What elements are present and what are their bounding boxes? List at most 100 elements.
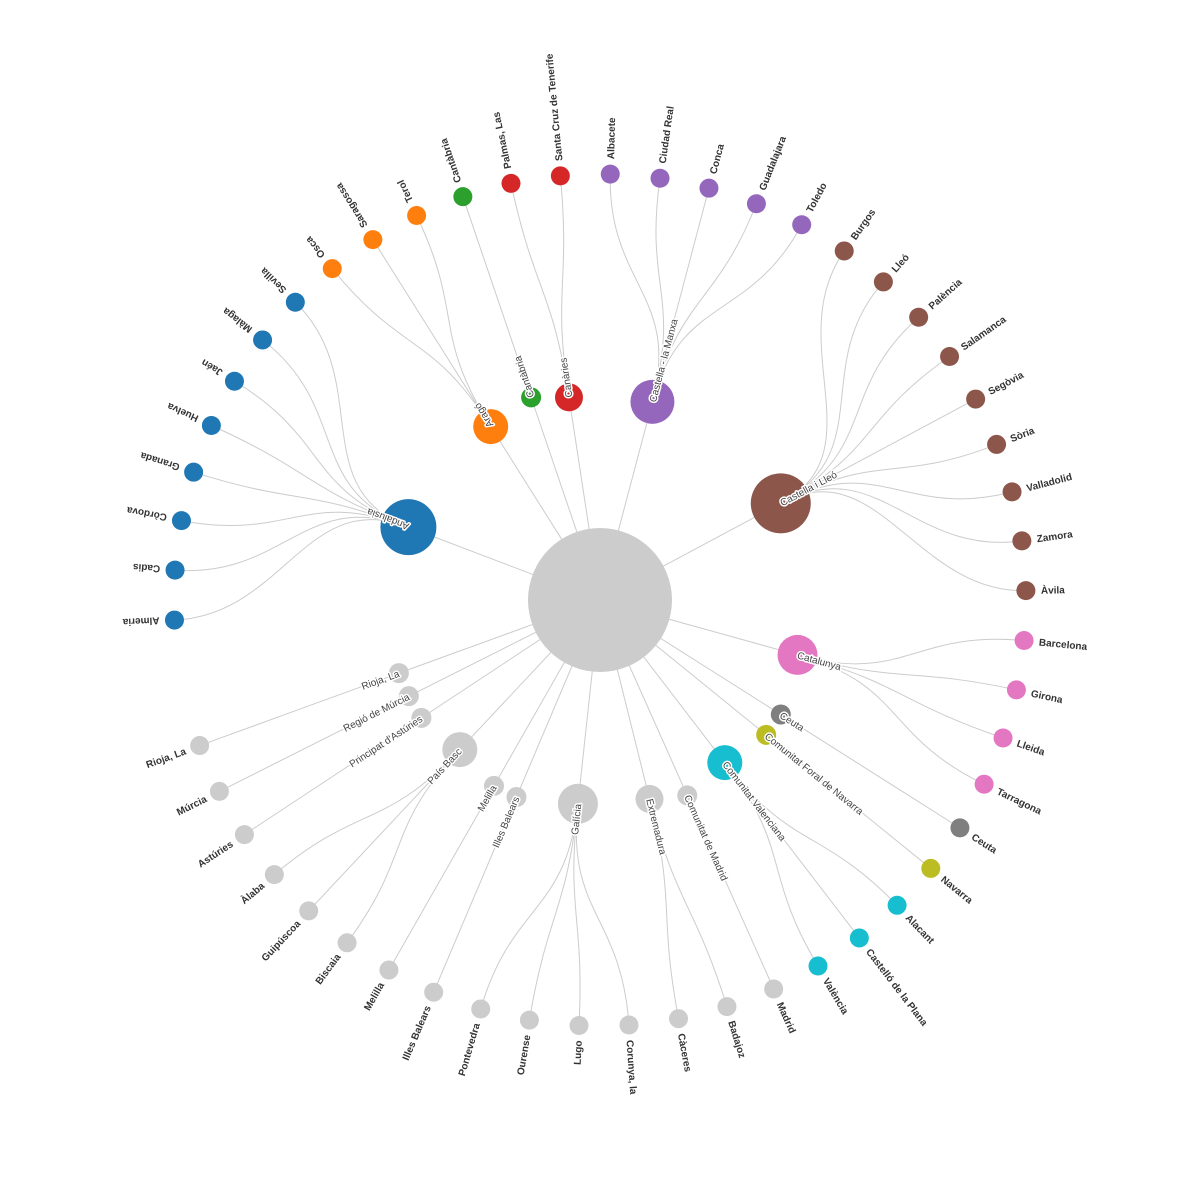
leaf-node-salamanca: [940, 347, 960, 367]
leaf-label-valladolid: Valladolid: [1025, 472, 1073, 494]
link-rioja-la: [199, 672, 400, 747]
link-root-galicia: [577, 653, 595, 804]
link-palencia: [780, 316, 919, 504]
leaf-node-jaen: [224, 371, 244, 391]
link-root-illes-balears: [515, 649, 580, 798]
link-castello-de-la-plana: [724, 762, 860, 939]
link-biscaia: [346, 749, 461, 944]
leaf-label-salamanca: Salamanca: [959, 314, 1009, 353]
group-node-comunitat-foral-de-navarra: [756, 724, 777, 745]
link-huelva: [211, 425, 409, 528]
leaf-node-cantabria: [453, 187, 473, 207]
group-node-galicia: [557, 783, 598, 824]
root-node: [528, 528, 672, 672]
link-lugo: [573, 803, 581, 1026]
leaf-node-madrid: [764, 979, 784, 999]
leaf-label-albacete: Albacete: [606, 117, 618, 159]
leaf-node-illes-balears: [424, 982, 444, 1002]
leaf-node-tarragona: [974, 774, 994, 794]
leaf-label-illes-balears: Illes Balears: [401, 1004, 434, 1062]
leaf-label-barcelona: Barcelona: [1038, 637, 1088, 653]
group-node-cantabria: [521, 387, 542, 408]
link-root-comunitat-foral-de-navarra: [641, 633, 767, 736]
link-ceuta: [780, 714, 961, 829]
leaf-label-zamora: Zamora: [1036, 529, 1074, 545]
leaf-label-lleida: Lleida: [1015, 739, 1046, 759]
link-root-rioja-la: [398, 617, 550, 674]
leaf-label-guadalajara: Guadalajara: [758, 134, 789, 192]
link-tarragona: [797, 654, 985, 785]
leaf-label-valencia: València: [820, 977, 850, 1017]
link-root-cantabria: [530, 397, 584, 550]
leaf-node-biscaia: [337, 933, 357, 953]
link-navarra: [765, 734, 932, 869]
leaf-label-segovia: Segòvia: [987, 370, 1026, 398]
link-root-comunitat-de-madrid: [621, 649, 688, 796]
link-cadis: [175, 516, 409, 572]
leaf-node-alacant: [887, 895, 907, 915]
leaf-label-almeria: Almeria: [122, 614, 160, 627]
link-burgos: [780, 250, 845, 504]
leaf-label-avila: Àvila: [1041, 583, 1066, 597]
link-granada: [193, 471, 409, 528]
group-node-regio-de-murcia: [398, 686, 419, 707]
link-root-catalunya: [651, 613, 798, 656]
leaf-node-caceres: [669, 1009, 689, 1029]
group-label-melilla: Melilla: [476, 783, 500, 813]
group-label-comunitat-de-madrid: Comunitat de Madrid: [681, 794, 729, 883]
group-node-comunitat-de-madrid: [677, 785, 698, 806]
link-root-castella-la-manxa: [613, 401, 653, 548]
link-osca: [331, 268, 492, 427]
link-corunya-la: [575, 803, 630, 1026]
link-root-melilla: [493, 646, 574, 787]
leaf-node-palmas-las: [501, 173, 521, 193]
leaf-node-guadalajara: [746, 194, 766, 214]
link-conca: [651, 188, 710, 402]
link-palmas-las: [510, 183, 570, 398]
link-badajoz: [649, 798, 728, 1007]
link-guadalajara: [651, 203, 757, 402]
link-cantabria: [462, 196, 532, 398]
leaf-label-alaba: Àlaba: [238, 879, 268, 907]
leaf-label-girona: Girona: [1030, 689, 1064, 707]
leaf-label-badajoz: Badajoz: [725, 1020, 747, 1060]
leaf-node-valladolid: [1002, 482, 1022, 502]
tree-links: [174, 174, 1026, 1026]
leaf-label-cantabria: Cantàbria: [439, 136, 464, 184]
leaf-node-ciudad-real: [650, 168, 670, 188]
link-alacant: [724, 762, 898, 906]
link-segovia: [780, 398, 976, 504]
group-node-andalusia: [380, 499, 437, 556]
link-malaga: [262, 339, 409, 528]
leaf-node-cadis: [165, 560, 185, 580]
leaf-label-palmas-las: Palmas, Las: [491, 110, 514, 169]
leaf-label-granada: Granada: [139, 449, 181, 472]
link-avila: [780, 491, 1026, 592]
leaf-label-huelva: Huelva: [166, 400, 201, 424]
link-girona: [797, 654, 1017, 691]
leaf-label-burgos: Burgos: [849, 207, 878, 242]
leaf-label-melilla: Melilla: [362, 980, 387, 1012]
leaf-label-ourense: Ourense: [516, 1034, 534, 1076]
tree-nodes: [164, 164, 1036, 1035]
leaf-node-almeria: [164, 610, 184, 630]
leaf-node-barcelona: [1014, 631, 1034, 651]
link-root-comunitat-valenciana: [632, 642, 726, 763]
link-alaba: [274, 749, 461, 876]
link-santa-cruz-de-tenerife: [559, 175, 570, 398]
link-valencia: [724, 762, 819, 967]
leaf-label-soria: Sòria: [1009, 425, 1037, 445]
leaf-node-asturies: [234, 825, 254, 845]
link-root-ceuta: [645, 628, 782, 715]
leaf-node-zamora: [1012, 531, 1032, 551]
leaf-node-santa-cruz-de-tenerife: [550, 166, 570, 186]
link-guipuscoa: [308, 749, 461, 912]
leaf-node-badajoz: [717, 997, 737, 1017]
link-almeria: [174, 519, 409, 621]
leaf-node-segovia: [966, 389, 986, 409]
leaf-label-tarragona: Tarragona: [995, 787, 1044, 818]
group-node-extremadura: [635, 784, 664, 813]
link-zamora: [780, 488, 1022, 543]
leaf-node-murcia: [209, 781, 229, 801]
